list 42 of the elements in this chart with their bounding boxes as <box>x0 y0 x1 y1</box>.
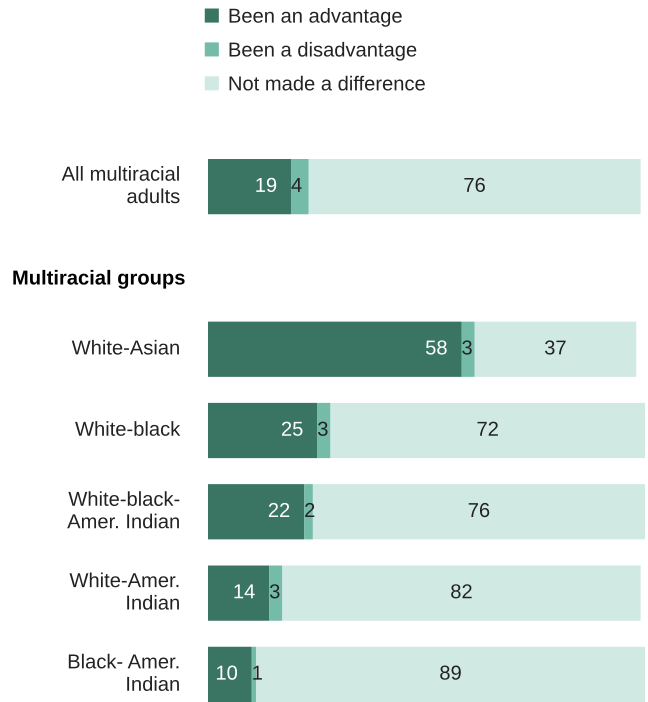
y-tick-label: White-Amer. Indian <box>70 572 179 610</box>
bar <box>208 646 252 702</box>
data-label: 14 <box>234 584 255 598</box>
bar <box>282 565 641 621</box>
data-label: 19 <box>256 178 276 192</box>
bar <box>269 565 282 621</box>
data-label: 1 <box>253 666 262 680</box>
bar <box>208 322 462 377</box>
bar <box>330 402 645 458</box>
legend-label: Been a disadvantage <box>230 42 416 61</box>
legend-label: Been an advantage <box>230 8 402 27</box>
y-tick-label: White-Asian <box>72 340 179 355</box>
data-label: 3 <box>270 584 280 598</box>
bar <box>312 484 645 540</box>
bar <box>308 159 641 214</box>
bar <box>317 402 330 458</box>
bar <box>461 322 475 377</box>
legend-label: Not made a difference <box>230 76 425 91</box>
data-label: 3 <box>318 422 328 436</box>
bar <box>208 484 304 540</box>
data-label: 58 <box>426 340 447 355</box>
y-tick-label: Multiracial groups <box>13 270 185 289</box>
data-label: 89 <box>440 666 461 680</box>
y-tick-label: White-black <box>75 421 180 436</box>
data-label: 76 <box>468 502 490 518</box>
y-tick-label: White-black- Amer. Indian <box>67 491 180 528</box>
data-label: 25 <box>282 422 303 436</box>
bar <box>208 159 292 214</box>
data-label: 22 <box>268 502 290 517</box>
bar <box>474 322 636 377</box>
data-label: 10 <box>216 666 238 680</box>
bar <box>291 159 309 214</box>
y-tick-label: Black- Amer. Indian <box>68 654 179 691</box>
bar <box>208 402 318 458</box>
y-tick-label: All multiracial adults <box>62 166 180 204</box>
data-label: 37 <box>544 340 566 355</box>
data-label: 4 <box>291 178 302 192</box>
bar <box>208 565 270 621</box>
data-label: 82 <box>451 584 472 598</box>
data-label: 72 <box>478 422 498 436</box>
data-label: 76 <box>464 178 485 192</box>
data-label: 3 <box>462 340 472 355</box>
